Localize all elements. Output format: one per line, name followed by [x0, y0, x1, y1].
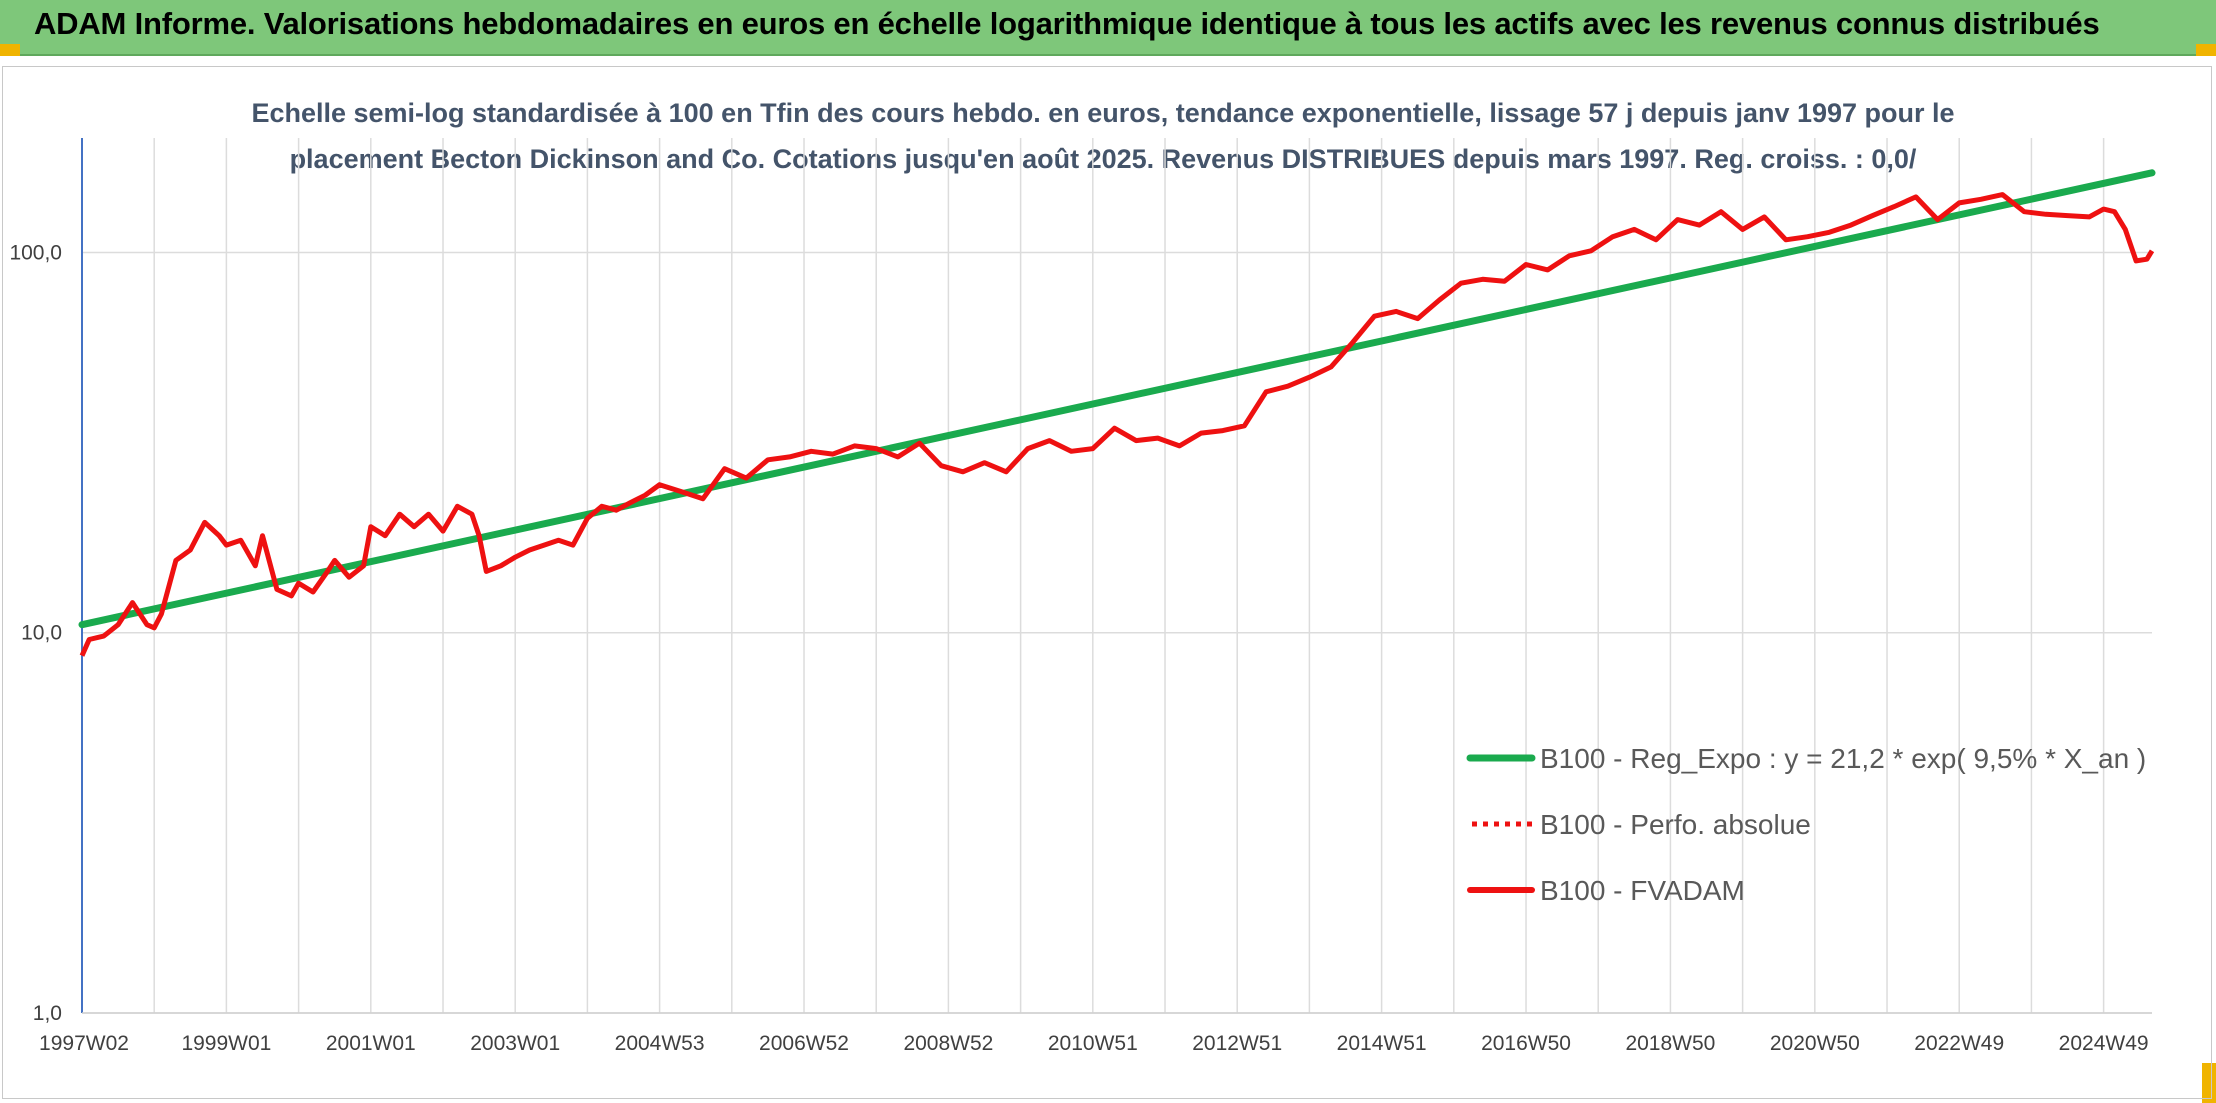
y-tick-label: 100,0: [9, 241, 62, 264]
corner-marker-top-right: [2196, 44, 2216, 56]
x-tick-label: 2024W49: [2059, 1032, 2149, 1055]
x-tick-label: 2018W50: [1625, 1032, 1715, 1055]
x-tick-label: 2020W50: [1770, 1032, 1860, 1055]
corner-marker-bottom-right: [2202, 1063, 2216, 1103]
legend-label-reg-expo: B100 - Reg_Expo : y = 21,2 * exp( 9,5% *…: [1540, 743, 2146, 774]
chart-frame: [2, 66, 2212, 1099]
x-tick-label: 2006W52: [759, 1032, 849, 1055]
x-tick-label: 1999W01: [181, 1032, 271, 1055]
x-tick-label: 1997W02: [39, 1032, 129, 1055]
chart-title-line-2: placement Becton Dickinson and Co. Cotat…: [290, 144, 1917, 174]
chart-title: Echelle semi-log standardisée à 100 en T…: [251, 98, 1954, 174]
legend-label-perfo-absolue: B100 - Perfo. absolue: [1540, 809, 1811, 840]
chart-title-line-1: Echelle semi-log standardisée à 100 en T…: [251, 98, 1954, 128]
x-tick-label: 2022W49: [1914, 1032, 2004, 1055]
x-axis-ticks: 1997W02 1999W01 2001W01 2003W01 2004W53 2006W…: [39, 1032, 2149, 1055]
x-tick-label: 2003W01: [470, 1032, 560, 1055]
x-tick-label: 2012W51: [1192, 1032, 1282, 1055]
grid: [81, 138, 2152, 1014]
series-fvadam-line: [79, 192, 2155, 657]
axes: [81, 138, 2152, 1014]
report-title: ADAM Informe. Valorisations hebdomadaire…: [34, 6, 2100, 41]
x-tick-label: 2001W01: [326, 1032, 416, 1055]
legend-label-fvadam: B100 - FVADAM: [1540, 875, 1745, 906]
x-tick-label: 2016W50: [1481, 1032, 1571, 1055]
legend: B100 - Reg_Expo : y = 21,2 * exp( 9,5% *…: [1466, 743, 2146, 906]
report-header: ADAM Informe. Valorisations hebdomadaire…: [0, 0, 2216, 56]
y-axis-ticks: 1,0 10,0 100,0: [9, 241, 62, 1025]
y-tick-label: 1,0: [33, 1002, 62, 1025]
series-group: [78, 169, 2156, 657]
x-tick-label: 2014W51: [1337, 1032, 1427, 1055]
series-reg-expo-line: [78, 169, 2156, 629]
corner-marker-top-left: [0, 44, 20, 56]
y-tick-label: 10,0: [21, 622, 62, 645]
x-tick-label: 2010W51: [1048, 1032, 1138, 1055]
x-tick-label: 2004W53: [615, 1032, 705, 1055]
x-tick-label: 2008W52: [903, 1032, 993, 1055]
